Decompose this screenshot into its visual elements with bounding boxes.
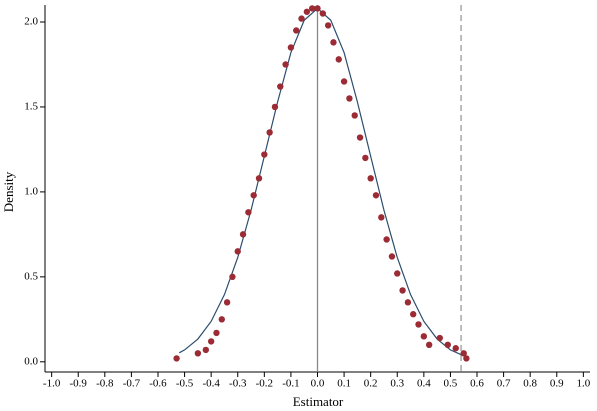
point bbox=[319, 10, 327, 17]
point bbox=[218, 316, 225, 323]
x-tick-label: 0.8 bbox=[523, 378, 537, 390]
x-tick-label: -1.0 bbox=[43, 378, 61, 390]
x-tick-label: -0.2 bbox=[256, 378, 273, 390]
y-tick-label: 1.0 bbox=[24, 185, 38, 197]
point bbox=[388, 253, 396, 260]
point bbox=[202, 346, 210, 354]
point bbox=[340, 78, 348, 85]
point bbox=[298, 15, 305, 22]
point bbox=[335, 56, 342, 63]
point bbox=[460, 350, 467, 357]
x-tick-label: 0.9 bbox=[550, 378, 564, 390]
y-tick-label: 1.5 bbox=[24, 100, 38, 112]
point bbox=[404, 299, 412, 306]
point bbox=[245, 209, 252, 216]
point bbox=[346, 95, 353, 102]
x-tick-label: -0.7 bbox=[123, 378, 141, 390]
point bbox=[271, 103, 279, 111]
point bbox=[415, 321, 422, 328]
point bbox=[255, 175, 263, 182]
point bbox=[314, 5, 321, 12]
y-tick-label: 0.0 bbox=[24, 355, 38, 367]
x-tick-label: -0.4 bbox=[202, 378, 220, 390]
x-tick-label: 0.2 bbox=[364, 378, 378, 390]
x-tick-label: 1.0 bbox=[576, 378, 590, 390]
point bbox=[282, 61, 289, 68]
point bbox=[394, 270, 401, 277]
x-tick-label: -0.6 bbox=[149, 378, 167, 390]
x-tick-label: -0.1 bbox=[282, 378, 299, 390]
point bbox=[452, 345, 459, 352]
x-tick-label: 0.6 bbox=[470, 378, 484, 390]
fitted-curve bbox=[178, 7, 464, 357]
x-tick-label: 0.7 bbox=[497, 378, 511, 390]
x-tick-label: 0.1 bbox=[337, 378, 351, 390]
x-tick-label: 0.5 bbox=[444, 378, 458, 390]
x-tick-label: -0.9 bbox=[70, 378, 88, 390]
point bbox=[351, 112, 358, 119]
point bbox=[250, 192, 257, 199]
point bbox=[367, 175, 374, 182]
y-tick-label: 0.5 bbox=[24, 270, 38, 282]
x-tick-label: -0.8 bbox=[96, 378, 114, 390]
point bbox=[173, 355, 180, 362]
x-tick-label: -0.3 bbox=[229, 378, 247, 390]
x-tick-label: 0.0 bbox=[311, 378, 325, 390]
point bbox=[229, 273, 236, 281]
x-tick-label: 0.4 bbox=[417, 378, 431, 390]
point bbox=[223, 299, 231, 306]
point bbox=[266, 129, 273, 136]
point bbox=[324, 22, 332, 29]
point bbox=[194, 350, 202, 357]
point bbox=[399, 287, 406, 294]
x-axis-title: Estimator bbox=[293, 394, 344, 409]
point bbox=[261, 151, 268, 158]
point bbox=[420, 333, 428, 340]
x-tick-label: 0.3 bbox=[390, 378, 404, 390]
point bbox=[207, 338, 215, 345]
point bbox=[378, 214, 385, 221]
point bbox=[213, 329, 220, 337]
point bbox=[362, 154, 369, 162]
point bbox=[277, 83, 284, 90]
point bbox=[410, 311, 417, 318]
y-axis-title: Density bbox=[1, 171, 16, 212]
point bbox=[287, 44, 295, 51]
point bbox=[463, 355, 470, 362]
point bbox=[330, 39, 337, 46]
point bbox=[425, 341, 433, 349]
point bbox=[372, 192, 380, 199]
point bbox=[383, 236, 390, 243]
point bbox=[444, 341, 451, 349]
point bbox=[293, 27, 300, 34]
point bbox=[356, 134, 364, 141]
y-tick-label: 2.0 bbox=[24, 16, 38, 28]
point bbox=[308, 5, 316, 12]
x-tick-label: -0.5 bbox=[176, 378, 194, 390]
point bbox=[239, 231, 247, 238]
point bbox=[234, 248, 241, 255]
point bbox=[303, 8, 311, 15]
point bbox=[436, 334, 443, 342]
